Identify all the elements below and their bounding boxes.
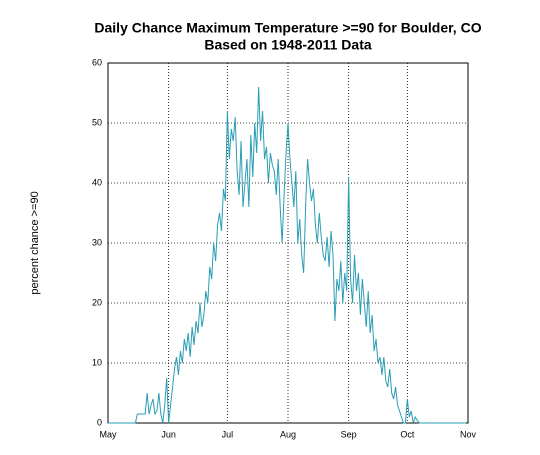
x-tick-label: Nov: [460, 429, 477, 439]
x-tick-label: Aug: [280, 429, 296, 439]
chart-subtitle: Based on 1948-2011 Data: [204, 37, 372, 53]
y-tick-label: 50: [92, 117, 102, 127]
x-tick-label: May: [99, 429, 117, 439]
x-tick-label: Sep: [341, 429, 357, 439]
y-tick-label: 10: [92, 357, 102, 367]
x-tick-label: Jul: [222, 429, 234, 439]
chart-title: Daily Chance Maximum Temperature >=90 fo…: [94, 20, 481, 36]
data-line: [108, 86, 467, 424]
y-tick-label: 20: [92, 297, 102, 307]
x-tick-label: Oct: [400, 429, 415, 439]
y-tick-label: 60: [92, 57, 102, 67]
y-tick-label: 0: [97, 417, 102, 427]
y-axis-label: percent chance >=90: [29, 191, 41, 294]
plot-frame: [107, 62, 469, 424]
y-tick-label: 30: [92, 237, 102, 247]
y-tick-label: 40: [92, 177, 102, 187]
x-tick-label: Jun: [161, 429, 176, 439]
